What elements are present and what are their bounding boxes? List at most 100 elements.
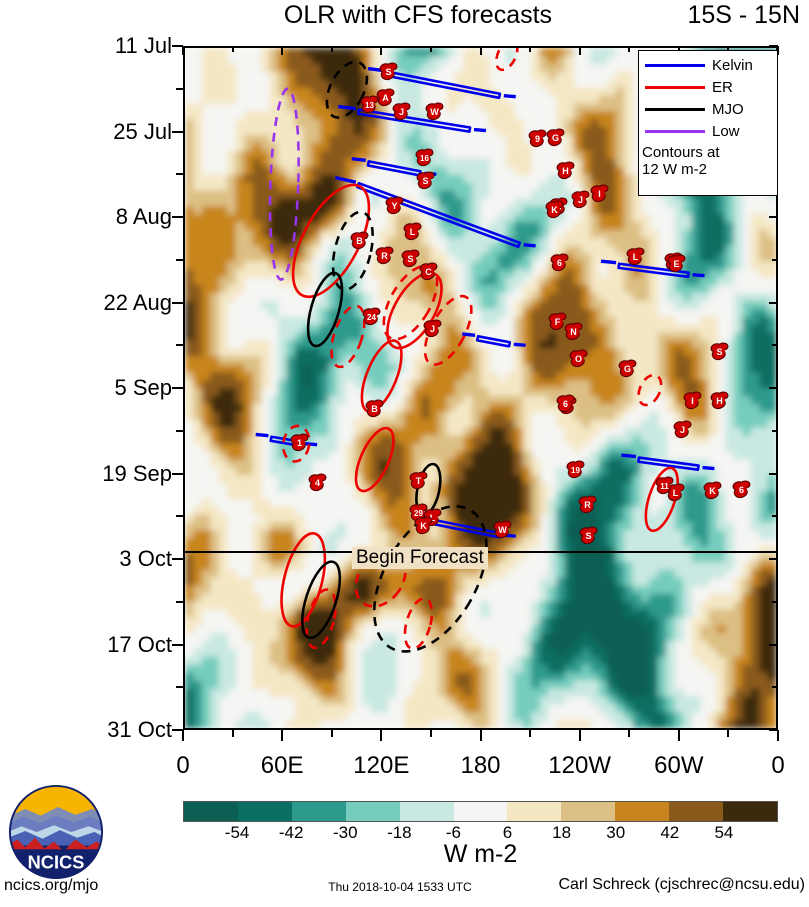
kelvin-wave-segment bbox=[351, 157, 366, 163]
legend-item-kelvin: Kelvin bbox=[639, 54, 777, 76]
wave-overlay-canvas bbox=[255, 48, 715, 653]
x-axis-minor-tick-top bbox=[727, 46, 730, 52]
latitude-band-label: 15S - 15N bbox=[687, 1, 800, 29]
x-axis-tick-top bbox=[578, 46, 581, 55]
colorbar-tick: -6 bbox=[445, 823, 462, 842]
begin-forecast-label: Begin Forecast bbox=[352, 547, 488, 569]
colorbar-units-label: W m-2 bbox=[443, 840, 518, 868]
x-axis-minor-tick bbox=[231, 730, 234, 737]
kelvin-line-swatch bbox=[645, 63, 705, 67]
kelvin-wave-contour bbox=[637, 456, 700, 471]
colorbar-bin-3 bbox=[345, 802, 400, 821]
colorbar-tick: 18 bbox=[552, 823, 572, 842]
x-axis-label: 0 bbox=[176, 752, 190, 779]
kelvin-wave-segment bbox=[334, 175, 357, 184]
x-axis-tick bbox=[677, 730, 680, 741]
kelvin-wave-segment bbox=[503, 94, 516, 99]
er-ellipse bbox=[644, 466, 679, 533]
legend-label: MJO bbox=[712, 100, 744, 118]
low-ellipse bbox=[268, 87, 300, 281]
colorbar-bin-7 bbox=[561, 802, 616, 821]
kelvin-wave-segment bbox=[523, 243, 536, 248]
low-line-swatch bbox=[645, 129, 705, 133]
y-axis-minor-tick bbox=[176, 429, 183, 432]
x-axis-tick bbox=[182, 730, 184, 741]
kelvin-wave-segment bbox=[513, 342, 526, 347]
contour-interval-note: Contours at 12 W m-2 bbox=[639, 144, 777, 178]
y-axis-tick-right bbox=[769, 472, 778, 475]
colorbar-tick: -18 bbox=[387, 823, 412, 842]
x-axis-minor-tick bbox=[429, 730, 432, 737]
y-axis-minor-tick bbox=[176, 515, 183, 518]
colorbar-bin-4 bbox=[399, 802, 454, 821]
legend-label: Kelvin bbox=[712, 56, 753, 74]
er-ellipse bbox=[354, 426, 395, 493]
er-line-swatch bbox=[645, 85, 705, 89]
colorbar-tick: 30 bbox=[606, 823, 626, 842]
y-axis-tick bbox=[172, 301, 183, 304]
y-axis-label: 17 Oct bbox=[107, 631, 172, 657]
colorbar-tick: 6 bbox=[502, 823, 513, 842]
er-ellipse bbox=[305, 588, 337, 650]
contour-note-line1: Contours at bbox=[642, 144, 720, 161]
y-axis-tick-right bbox=[769, 216, 778, 218]
er-ellipse bbox=[330, 304, 366, 369]
colorbar-bin-1 bbox=[237, 802, 292, 821]
x-axis-label: 120E bbox=[353, 752, 410, 779]
ncics-logo: NCICS bbox=[8, 784, 104, 880]
y-axis-tick bbox=[172, 130, 183, 133]
timestamp-label: Thu 2018-10-04 1533 UTC bbox=[328, 880, 472, 894]
colorbar-bin-5 bbox=[453, 802, 508, 821]
y-axis-tick-right bbox=[769, 643, 778, 646]
kelvin-wave-segment bbox=[462, 332, 476, 337]
er-ellipse bbox=[495, 48, 519, 72]
x-axis-tick-top bbox=[380, 46, 383, 55]
mjo-ellipse bbox=[306, 271, 344, 348]
colorbar-bin-2 bbox=[291, 802, 346, 821]
x-axis-tick-top bbox=[777, 46, 779, 55]
x-axis-tick bbox=[479, 730, 482, 741]
y-axis-minor-tick-right bbox=[772, 429, 778, 432]
y-axis-tick bbox=[172, 729, 183, 731]
y-axis-label: 25 Jul bbox=[113, 118, 172, 144]
y-axis-tick bbox=[172, 387, 183, 389]
y-axis-label: 5 Sep bbox=[114, 375, 173, 400]
y-axis-tick bbox=[172, 558, 183, 560]
x-axis-tick bbox=[380, 730, 383, 741]
y-axis-minor-tick-right bbox=[772, 515, 778, 518]
site-link[interactable]: ncics.org/mjo bbox=[4, 877, 99, 894]
y-axis-tick bbox=[172, 643, 183, 646]
x-axis-minor-tick bbox=[628, 730, 631, 737]
y-axis-tick-right bbox=[769, 45, 778, 47]
kelvin-wave-segment bbox=[255, 432, 269, 438]
x-axis-label: 180 bbox=[460, 752, 501, 779]
colorbar-bin-0 bbox=[184, 802, 238, 821]
colorbar-tick: -42 bbox=[278, 823, 304, 842]
y-axis-tick-right bbox=[769, 558, 778, 560]
x-axis-tick bbox=[777, 730, 779, 741]
legend-item-low: Low bbox=[639, 120, 777, 142]
colorbar-tick: -54 bbox=[224, 823, 250, 842]
x-axis-label: 60E bbox=[260, 752, 304, 779]
y-axis-label: 19 Sep bbox=[102, 460, 172, 486]
colorbar-tick: 42 bbox=[660, 823, 680, 842]
x-axis-minor-tick-top bbox=[231, 46, 234, 52]
er-ellipse bbox=[291, 183, 371, 299]
er-ellipse bbox=[637, 373, 663, 407]
colorbar-bin-8 bbox=[615, 802, 670, 821]
wave-ellipse-group bbox=[268, 48, 679, 653]
y-axis-tick-right bbox=[769, 387, 778, 389]
legend-box[interactable]: Kelvin ER MJO Low Contours at 12 W m-2 bbox=[638, 50, 778, 196]
legend-label: Low bbox=[712, 122, 740, 140]
colorbar-bin-10 bbox=[723, 802, 777, 821]
colorbar-bin-9 bbox=[669, 802, 724, 821]
colorbar[interactable] bbox=[183, 801, 778, 822]
y-axis-label: 22 Aug bbox=[103, 289, 172, 315]
x-axis-tick bbox=[578, 730, 581, 741]
y-axis-tick-right bbox=[769, 301, 778, 304]
x-axis-minor-tick bbox=[529, 730, 532, 737]
kelvin-wave-segment bbox=[473, 127, 487, 133]
x-axis-label: 0 bbox=[771, 752, 785, 779]
legend-item-mjo: MJO bbox=[639, 98, 777, 120]
